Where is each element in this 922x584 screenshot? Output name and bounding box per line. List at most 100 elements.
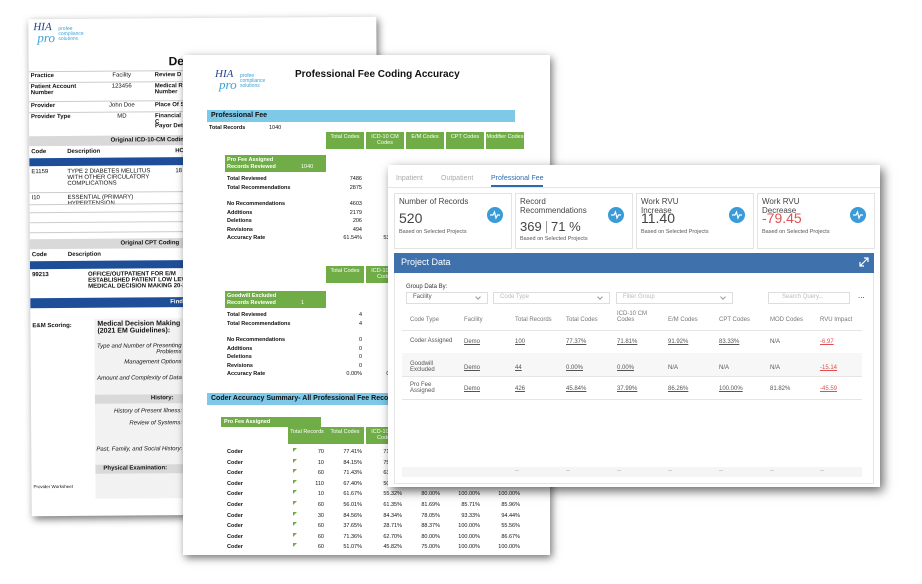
coder-value: 75.00% <box>421 544 440 551</box>
table-cell: 71.81% <box>617 339 638 345</box>
coder-value: 100.00% <box>458 523 480 530</box>
header-cell <box>446 132 484 149</box>
card-icon <box>729 207 745 223</box>
row-value: 494 <box>352 226 362 233</box>
records-value: 1 <box>301 300 305 306</box>
coder-value: 85.96% <box>501 502 520 508</box>
column-header: ICD-10 CM Codes <box>371 268 399 280</box>
info-label: Provider Type <box>30 113 71 121</box>
records-value: 1040 <box>301 164 314 170</box>
filter-dropdown[interactable] <box>616 292 733 304</box>
table-cell: 37.99% <box>617 386 638 392</box>
card-title: Record Recommendations <box>520 197 587 215</box>
column-header: Modifier Codes <box>486 134 524 140</box>
table-footer <box>402 467 862 477</box>
column-header: CPT Codes <box>450 134 480 140</box>
row-value: 4603 <box>349 201 362 207</box>
coder-label: Coder <box>227 470 243 477</box>
filter-text: Filter Group <box>623 294 655 300</box>
table-cell: 86.26% <box>668 386 689 392</box>
coder-value: 10 <box>317 459 324 466</box>
row-value: 0 <box>358 345 362 352</box>
coder-value: 88.37% <box>421 523 440 530</box>
filter-dropdown[interactable] <box>493 292 610 304</box>
coder-value: 70 <box>317 449 324 455</box>
footer-dash: -- <box>617 468 621 474</box>
row-label: Deletions <box>227 354 252 360</box>
history-title: History: <box>150 395 174 402</box>
card-value: -79.45 <box>762 210 802 226</box>
info-value: John Doe <box>109 102 135 109</box>
doc-title: Professional Fee Coding Accuracy <box>295 69 460 80</box>
coder-value: 110 <box>315 480 324 487</box>
column-header: Code <box>31 252 47 259</box>
pulse-icon <box>611 210 621 220</box>
tab[interactable]: Professional Fee <box>491 175 544 182</box>
tab[interactable]: Inpatient <box>396 175 423 182</box>
group-cell <box>225 291 326 308</box>
row-label: Accuracy Rate <box>227 235 266 241</box>
row-shade <box>402 353 862 376</box>
section-bar <box>207 110 515 122</box>
separator <box>546 221 547 233</box>
mdm-title: Medical Decision Making (2021 EM Guideli… <box>97 320 181 335</box>
column-header: Total Codes <box>330 268 360 274</box>
pulse-icon <box>853 210 863 220</box>
table-cell: Coder Assigned <box>410 338 453 344</box>
header-cell <box>326 132 364 149</box>
coder-value: 81.69% <box>421 502 440 508</box>
table-cell: 426 <box>515 386 526 392</box>
column-header: ICD-10 CM Codes <box>617 311 648 323</box>
coder-value: 93.33% <box>461 512 480 519</box>
info-value: MD <box>117 113 127 120</box>
row-value: 7486 <box>349 176 362 182</box>
flag <box>293 501 297 505</box>
mdm-item: Type and Number of Presenting Problems <box>96 343 182 356</box>
coder-label: Coder <box>227 459 243 466</box>
info-label: Place Of S <box>154 102 185 109</box>
column-header: Total Codes <box>330 134 360 140</box>
records-label: Records Reviewed <box>227 164 276 170</box>
card-note: Based on Selected Projects <box>399 229 467 235</box>
info-label: Medical R Number <box>154 83 183 96</box>
active-tab-underline <box>491 185 543 187</box>
section-title: Coder Accuracy Summary- All Professional… <box>211 395 400 402</box>
coder-value: 71.36% <box>343 533 362 540</box>
section-title: Professional Fee <box>211 112 268 119</box>
total-value: 1040 <box>269 125 282 131</box>
header-cell <box>326 266 364 283</box>
expand-button[interactable] <box>859 257 869 267</box>
coder-value: 100.00% <box>498 544 520 551</box>
table-cell: 91.92% <box>668 339 689 345</box>
filter-dropdown[interactable] <box>406 292 488 304</box>
row-label: Additions <box>227 209 253 216</box>
search-box[interactable] <box>768 292 850 304</box>
coder-value: 100.00% <box>498 491 520 498</box>
row-value: 206 <box>352 218 362 224</box>
table-cell: 99213 <box>32 272 49 279</box>
table-cell: 0.00% <box>566 365 584 371</box>
card-icon <box>487 207 503 223</box>
more-button[interactable]: ... <box>858 291 865 300</box>
group-cell <box>225 155 326 172</box>
tab[interactable]: Outpatient <box>441 175 474 182</box>
row-label: No Recommendations <box>227 201 286 207</box>
row-label: Total Recommendations <box>227 320 291 327</box>
row-label: Revisions <box>227 226 253 233</box>
flag <box>293 479 297 484</box>
footer-dash: -- <box>820 468 824 474</box>
footer-dash: -- <box>770 468 774 474</box>
coder-label: Coder <box>227 523 243 530</box>
row-value: 0 <box>358 337 362 343</box>
coder-value: 61.67% <box>343 491 362 498</box>
column-header: E/M Codes <box>411 134 439 140</box>
filter-text: Code Type <box>500 294 529 300</box>
table-cell: I10 <box>31 195 40 202</box>
header-cell <box>486 132 524 149</box>
row-label: Revisions <box>227 362 253 369</box>
history-item: Past, Family, and Social History: <box>96 446 183 453</box>
column-header: Total Codes <box>566 317 598 323</box>
coder-value: 80.00% <box>421 533 440 540</box>
flag <box>293 490 297 495</box>
